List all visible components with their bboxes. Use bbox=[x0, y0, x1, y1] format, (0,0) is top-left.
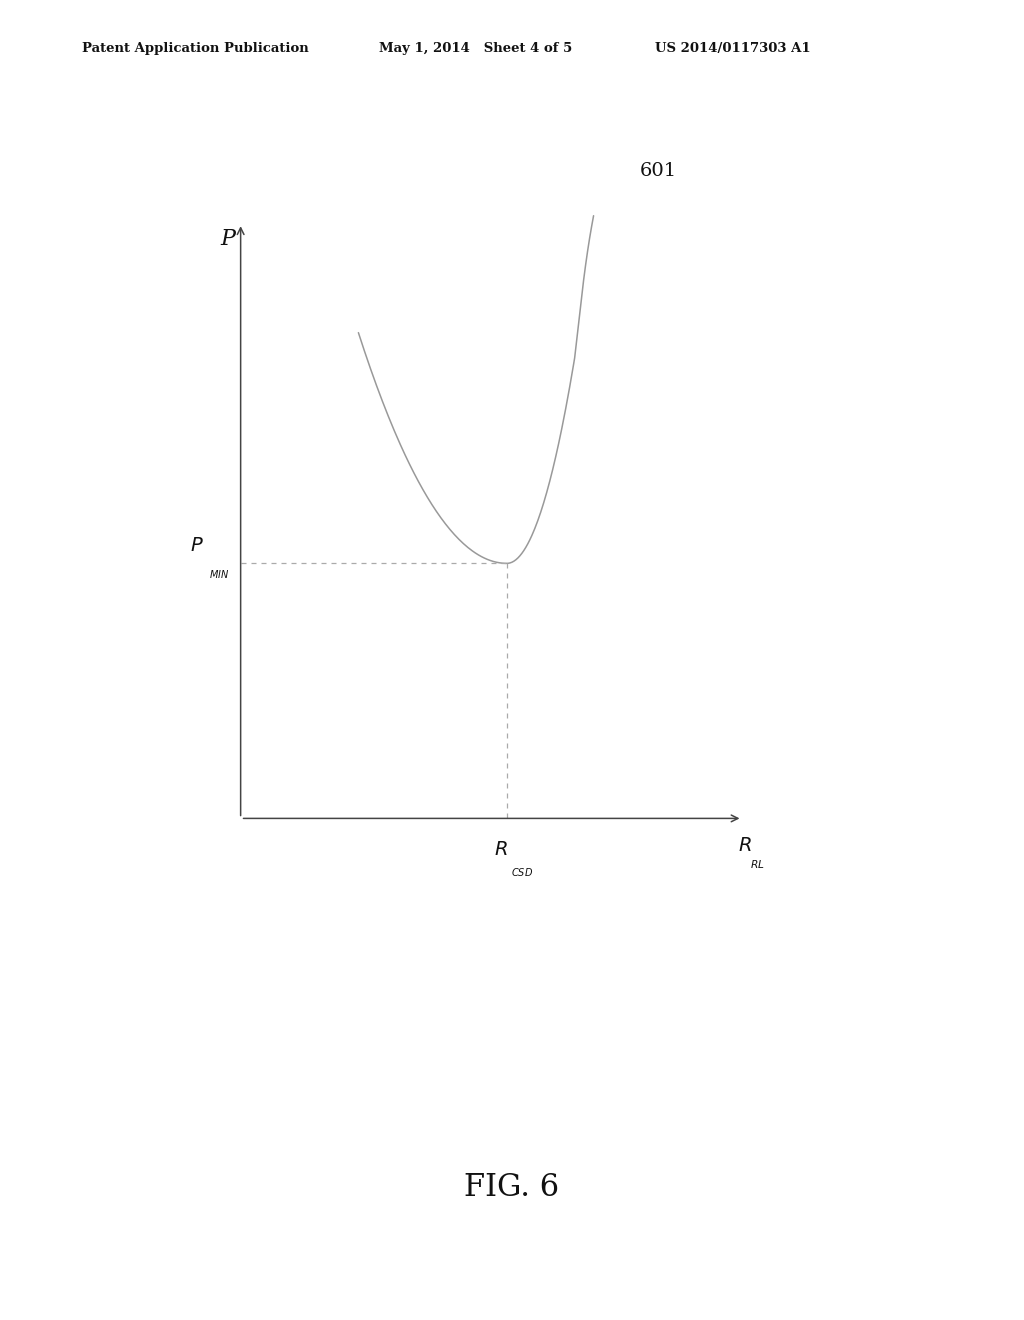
Text: 601: 601 bbox=[640, 162, 677, 181]
Text: $_{MIN}$: $_{MIN}$ bbox=[209, 568, 229, 581]
Text: Patent Application Publication: Patent Application Publication bbox=[82, 42, 308, 55]
Text: $R$: $R$ bbox=[738, 837, 752, 855]
Text: US 2014/0117303 A1: US 2014/0117303 A1 bbox=[655, 42, 811, 55]
Text: $P$: $P$ bbox=[190, 537, 204, 556]
Text: $R$: $R$ bbox=[494, 841, 508, 859]
Text: May 1, 2014   Sheet 4 of 5: May 1, 2014 Sheet 4 of 5 bbox=[379, 42, 572, 55]
Text: $_{CSD}$: $_{CSD}$ bbox=[511, 865, 534, 879]
Text: P: P bbox=[220, 227, 236, 249]
Text: $_{RL}$: $_{RL}$ bbox=[751, 857, 765, 871]
Text: FIG. 6: FIG. 6 bbox=[465, 1172, 559, 1204]
